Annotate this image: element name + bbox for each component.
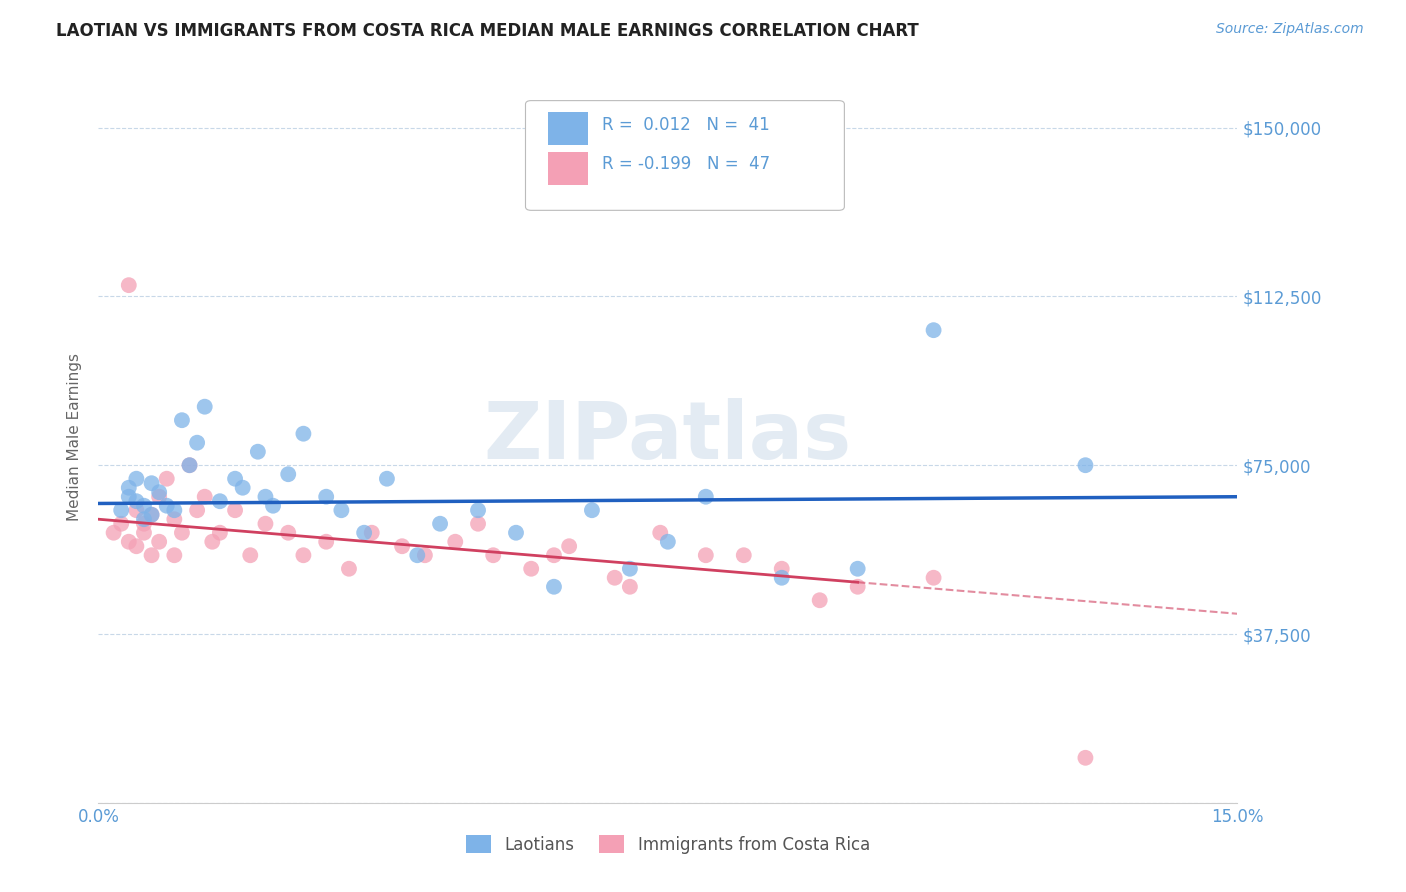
Point	[375, 472, 398, 486]
Point	[163, 512, 186, 526]
Point	[657, 534, 679, 549]
Point	[413, 548, 436, 562]
Point	[156, 499, 179, 513]
Point	[619, 562, 641, 576]
Point	[110, 503, 132, 517]
Point	[292, 426, 315, 441]
Point	[353, 525, 375, 540]
Point	[179, 458, 201, 473]
Point	[1074, 458, 1097, 473]
Point	[277, 467, 299, 482]
Point	[118, 534, 141, 549]
Point	[581, 503, 603, 517]
Point	[429, 516, 451, 531]
Point	[156, 472, 179, 486]
Point	[125, 539, 148, 553]
Point	[163, 548, 186, 562]
Point	[148, 534, 170, 549]
Point	[406, 548, 429, 562]
Point	[922, 323, 945, 337]
Point	[141, 548, 163, 562]
Point	[543, 548, 565, 562]
Point	[170, 525, 193, 540]
Text: LAOTIAN VS IMMIGRANTS FROM COSTA RICA MEDIAN MALE EARNINGS CORRELATION CHART: LAOTIAN VS IMMIGRANTS FROM COSTA RICA ME…	[56, 22, 920, 40]
Point	[262, 499, 284, 513]
Point	[846, 562, 869, 576]
Point	[770, 562, 793, 576]
Point	[360, 525, 382, 540]
Point	[110, 516, 132, 531]
Point	[141, 508, 163, 522]
Point	[315, 534, 337, 549]
Point	[315, 490, 337, 504]
Point	[224, 503, 246, 517]
Point	[619, 580, 641, 594]
Point	[254, 516, 277, 531]
Point	[148, 485, 170, 500]
Text: R = -0.199   N =  47: R = -0.199 N = 47	[602, 155, 770, 173]
Point	[808, 593, 831, 607]
Point	[330, 503, 353, 517]
Point	[246, 444, 269, 458]
Point	[254, 490, 277, 504]
Point	[132, 499, 155, 513]
Point	[558, 539, 581, 553]
Point	[208, 525, 231, 540]
Point	[505, 525, 527, 540]
Point	[292, 548, 315, 562]
Point	[391, 539, 413, 553]
Point	[194, 400, 217, 414]
Legend: Laotians, Immigrants from Costa Rica: Laotians, Immigrants from Costa Rica	[460, 829, 876, 860]
Point	[520, 562, 543, 576]
Point	[277, 525, 299, 540]
Point	[132, 512, 155, 526]
Point	[118, 490, 141, 504]
Point	[125, 503, 148, 517]
Point	[467, 516, 489, 531]
Point	[846, 580, 869, 594]
Point	[132, 525, 155, 540]
Point	[125, 472, 148, 486]
FancyBboxPatch shape	[548, 112, 588, 145]
Point	[170, 413, 193, 427]
Point	[239, 548, 262, 562]
Point	[201, 534, 224, 549]
Point	[132, 516, 155, 531]
Point	[650, 525, 672, 540]
Point	[482, 548, 505, 562]
Point	[118, 278, 141, 293]
Point	[118, 481, 141, 495]
Point	[103, 525, 125, 540]
Point	[224, 472, 246, 486]
Point	[543, 580, 565, 594]
Point	[1074, 751, 1097, 765]
Point	[444, 534, 467, 549]
Text: R =  0.012   N =  41: R = 0.012 N = 41	[602, 116, 769, 134]
Text: ZIPatlas: ZIPatlas	[484, 398, 852, 476]
Point	[770, 571, 793, 585]
Point	[208, 494, 231, 508]
Y-axis label: Median Male Earnings: Median Male Earnings	[67, 353, 83, 521]
Point	[125, 494, 148, 508]
Point	[695, 490, 717, 504]
Point	[695, 548, 717, 562]
Point	[232, 481, 254, 495]
Point	[467, 503, 489, 517]
Point	[179, 458, 201, 473]
Point	[141, 476, 163, 491]
Point	[148, 490, 170, 504]
Text: Source: ZipAtlas.com: Source: ZipAtlas.com	[1216, 22, 1364, 37]
Point	[733, 548, 755, 562]
Point	[141, 508, 163, 522]
Point	[922, 571, 945, 585]
Point	[186, 503, 208, 517]
Point	[163, 503, 186, 517]
FancyBboxPatch shape	[526, 101, 845, 211]
Point	[194, 490, 217, 504]
FancyBboxPatch shape	[548, 152, 588, 185]
Point	[337, 562, 360, 576]
Point	[186, 435, 208, 450]
Point	[603, 571, 626, 585]
